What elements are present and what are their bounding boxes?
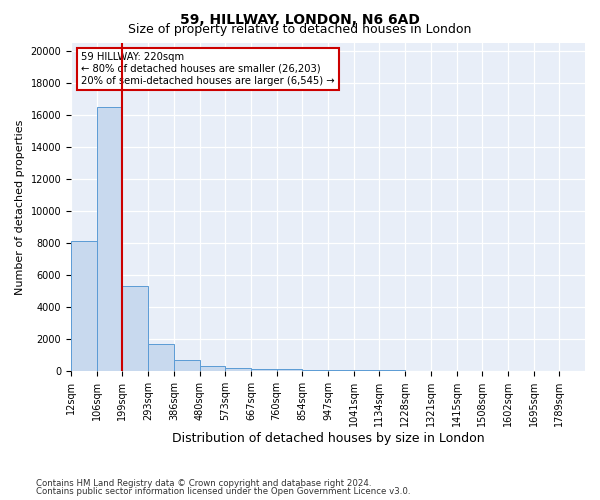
- Bar: [148, 344, 174, 371]
- X-axis label: Distribution of detached houses by size in London: Distribution of detached houses by size …: [172, 432, 484, 445]
- Text: Size of property relative to detached houses in London: Size of property relative to detached ho…: [128, 22, 472, 36]
- Text: Contains HM Land Registry data © Crown copyright and database right 2024.: Contains HM Land Registry data © Crown c…: [36, 478, 371, 488]
- Text: Contains public sector information licensed under the Open Government Licence v3: Contains public sector information licen…: [36, 488, 410, 496]
- Text: 59, HILLWAY, LONDON, N6 6AD: 59, HILLWAY, LONDON, N6 6AD: [180, 12, 420, 26]
- Bar: [328, 370, 354, 371]
- Bar: [225, 368, 251, 371]
- Bar: [251, 369, 277, 371]
- Text: 59 HILLWAY: 220sqm
← 80% of detached houses are smaller (26,203)
20% of semi-det: 59 HILLWAY: 220sqm ← 80% of detached hou…: [82, 52, 335, 86]
- Bar: [174, 360, 200, 371]
- Bar: [71, 242, 97, 371]
- Bar: [354, 370, 379, 371]
- Bar: [122, 286, 148, 371]
- Bar: [277, 370, 302, 371]
- Bar: [405, 370, 431, 371]
- Bar: [200, 366, 225, 371]
- Bar: [379, 370, 405, 371]
- Bar: [97, 106, 122, 371]
- Bar: [302, 370, 328, 371]
- Y-axis label: Number of detached properties: Number of detached properties: [15, 119, 25, 294]
